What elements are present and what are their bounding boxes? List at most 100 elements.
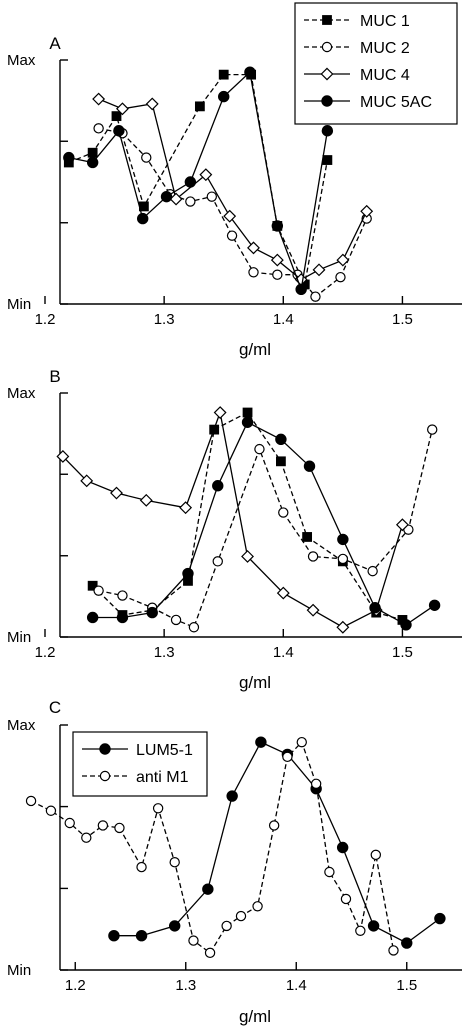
data-point [213, 406, 227, 419]
legend-label: LUM5-1 [136, 742, 193, 759]
legend-box [294, 2, 458, 125]
data-point [86, 156, 99, 169]
x-tick-label: 1.2 [65, 977, 86, 994]
x-tick-label: 1.5 [392, 644, 413, 661]
x-tick-label: 1.4 [273, 311, 294, 328]
y-tick-label-min: Min [7, 629, 31, 646]
data-point [221, 920, 232, 932]
series-line [30, 740, 395, 954]
legend-marker [320, 67, 334, 81]
data-point [169, 920, 181, 932]
data-point [136, 861, 147, 873]
data-point [312, 263, 326, 277]
data-point [135, 930, 148, 942]
data-point [388, 945, 399, 956]
data-point [182, 567, 194, 580]
series-muc-1 [63, 69, 333, 290]
data-point [56, 449, 70, 463]
data-point [248, 267, 259, 278]
data-point [271, 220, 284, 232]
x-tick-label: 1.4 [286, 977, 307, 994]
data-point [141, 152, 152, 163]
data-point [139, 493, 153, 507]
data-point [212, 480, 224, 492]
data-point [307, 551, 319, 562]
data-point [226, 230, 238, 241]
data-point [360, 204, 374, 218]
data-point [45, 805, 57, 816]
series-muc-4 [56, 406, 409, 634]
data-point [275, 433, 287, 446]
data-point [268, 820, 280, 831]
data-point [276, 586, 290, 600]
data-point [272, 269, 283, 280]
data-point [235, 910, 247, 922]
data-point [218, 90, 230, 103]
data-point [114, 822, 125, 834]
data-point [282, 751, 293, 763]
data-point [160, 190, 173, 203]
y-tick-label-min: Min [7, 296, 31, 313]
data-point [169, 192, 183, 206]
data-point [401, 937, 413, 949]
data-point [113, 125, 125, 137]
series-muc-2 [93, 123, 372, 302]
data-point [169, 857, 180, 868]
series-muc-4 [92, 92, 374, 287]
data-point [367, 565, 378, 577]
data-point [276, 456, 286, 467]
legend-label: MUC 2 [360, 40, 410, 57]
y-tick-label-min: Min [7, 962, 31, 979]
data-point [226, 790, 238, 802]
data-point [355, 925, 366, 937]
legend-marker [99, 770, 111, 782]
data-point [310, 291, 321, 302]
data-point [278, 507, 289, 518]
data-point [25, 795, 37, 807]
data-point [252, 901, 263, 912]
series-muc-2 [93, 424, 438, 633]
data-point [241, 550, 254, 563]
legend-marker [322, 15, 332, 25]
data-point [110, 486, 123, 500]
data-point [400, 619, 412, 631]
data-point [303, 460, 316, 472]
data-point [170, 614, 182, 626]
data-point [369, 602, 381, 614]
data-point [145, 97, 159, 111]
data-point [206, 191, 217, 202]
data-point [434, 912, 446, 925]
data-point [202, 883, 214, 895]
data-point [92, 92, 106, 106]
series-line [92, 411, 403, 621]
legend-marker [321, 41, 333, 53]
legend-marker [321, 95, 333, 107]
series-anti-m1 [25, 736, 399, 959]
data-point [337, 533, 349, 546]
y-tick-label-max: Max [7, 52, 36, 69]
x-tick-label: 1.5 [392, 311, 413, 328]
data-point [244, 66, 256, 78]
data-point [93, 123, 104, 134]
panel-label: A [49, 34, 61, 53]
data-point [340, 893, 352, 905]
data-point [194, 101, 205, 112]
data-point [136, 212, 149, 225]
data-point [255, 736, 267, 748]
data-point [185, 196, 196, 207]
y-tick-label-max: Max [7, 717, 36, 734]
series-line [92, 421, 435, 626]
series-line [98, 127, 368, 298]
data-point [296, 736, 307, 748]
x-axis-label: g/ml [239, 1007, 271, 1026]
x-tick-label: 1.2 [35, 644, 56, 661]
legend-label: MUC 4 [360, 67, 410, 84]
x-tick-label: 1.3 [154, 311, 175, 328]
data-point [324, 866, 335, 878]
data-point [188, 622, 200, 633]
data-point [179, 501, 193, 515]
data-point [242, 407, 253, 418]
data-point [111, 111, 122, 122]
